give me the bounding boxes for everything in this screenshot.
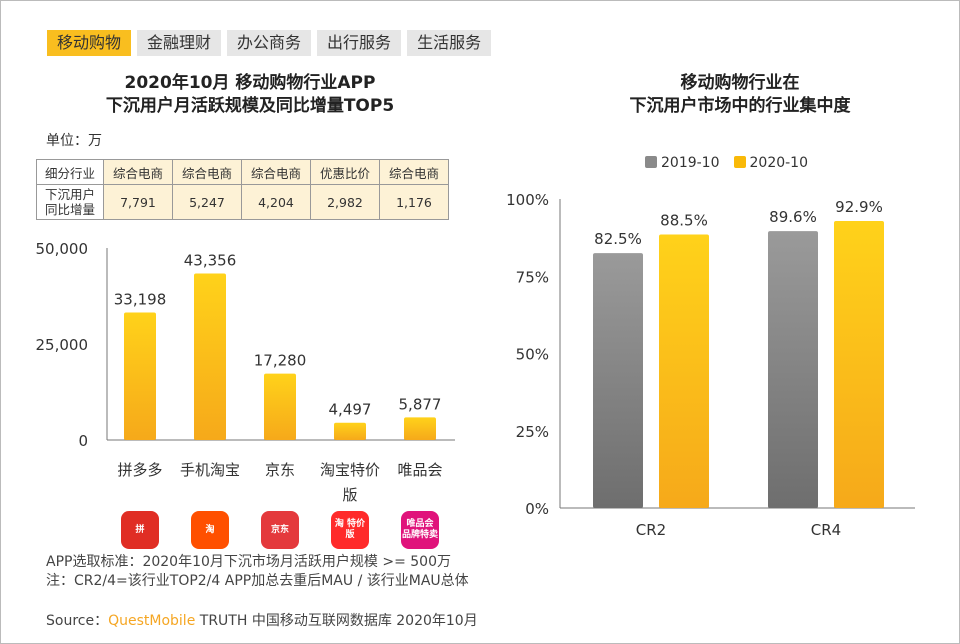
left-chart-title: 2020年10月 移动购物行业APP 下沉用户月活跃规模及同比增量TOP5 — [40, 72, 460, 118]
table-cell: 综合电商 — [241, 159, 311, 185]
table-cell: 1,176 — [379, 184, 449, 220]
value-label: 33,198 — [114, 291, 167, 309]
table-cell: 优惠比价 — [310, 159, 380, 185]
jd-icon: 京东 — [261, 511, 299, 549]
value-label: 4,497 — [329, 401, 372, 419]
vipshop-icon: 唯品会 品牌特卖 — [401, 511, 439, 549]
value-label: 88.5% — [660, 212, 708, 230]
tab-finance[interactable]: 金融理财 — [137, 30, 222, 56]
taobao-icon: 淘 — [191, 511, 229, 549]
title-line: 下沉用户月活跃规模及同比增量TOP5 — [105, 96, 395, 116]
header-line: 同比增量 — [44, 202, 95, 217]
source-brand: QuestMobile — [108, 613, 196, 629]
value-label: 43,356 — [184, 252, 237, 270]
table-row: 细分行业 综合电商 综合电商 综合电商 优惠比价 综合电商 — [36, 159, 449, 185]
tab-shopping[interactable]: 移动购物 — [47, 30, 132, 56]
title-line: 下沉用户市场中的行业集中度 — [629, 96, 851, 116]
increment-table: 细分行业 综合电商 综合电商 综合电商 优惠比价 综合电商 下沉用户 同比增量 7… — [36, 159, 449, 220]
value-label: 92.9% — [835, 198, 883, 216]
table-cell: 7,791 — [103, 184, 173, 220]
bar-CR4-2020-10 — [834, 220, 884, 508]
bar-唯品会 — [404, 417, 436, 440]
table-cell: 综合电商 — [103, 159, 173, 185]
category-label: 淘宝特价版 — [319, 461, 380, 504]
legend-swatch — [733, 156, 746, 168]
category-label: 手机淘宝 — [179, 461, 240, 479]
y-tick-label: 0% — [525, 500, 549, 518]
tab-travel[interactable]: 出行服务 — [317, 30, 402, 56]
note-cr-definition: 注：CR2/4=该行业TOP2/4 APP加总去重后MAU / 该行业MAU总体 — [46, 573, 469, 589]
y-tick-label: 0 — [78, 432, 88, 450]
bar-淘宝特价版 — [334, 422, 366, 440]
source-prefix: Source： — [46, 613, 109, 629]
legend-item-2020: 2020-10 — [733, 155, 809, 171]
value-label: 89.6% — [769, 208, 817, 226]
category-label: CR4 — [811, 521, 841, 539]
bar-CR4-2019-10 — [768, 231, 818, 509]
legend-label: 2019-10 — [661, 155, 720, 171]
table-row: 下沉用户 同比增量 7,791 5,247 4,204 2,982 1,176 — [36, 184, 449, 220]
right-chart-title: 移动购物行业在 下沉用户市场中的行业集中度 — [540, 72, 940, 118]
tab-life[interactable]: 生活服务 — [407, 30, 492, 56]
table-header: 细分行业 — [36, 159, 104, 185]
category-label: 京东 — [264, 461, 295, 479]
bar-京东 — [264, 373, 296, 440]
category-label: 唯品会 — [397, 461, 443, 479]
value-label: 5,877 — [399, 395, 442, 413]
legend-item-2019: 2019-10 — [645, 155, 720, 171]
table-cell: 综合电商 — [172, 159, 242, 185]
category-label: CR2 — [636, 521, 666, 539]
source: Source：QuestMobile TRUTH 中国移动互联网数据库 2020… — [46, 610, 478, 630]
unit-label: 单位：万 — [46, 133, 102, 149]
y-tick-label: 100% — [506, 191, 549, 209]
category-label: 拼多多 — [117, 461, 163, 479]
category-tabs: 移动购物 金融理财 办公商务 出行服务 生活服务 — [47, 30, 492, 56]
taobao-special-icon: 淘 特价版 — [331, 511, 369, 549]
bar-拼多多 — [124, 312, 156, 440]
table-header: 下沉用户 同比增量 — [36, 184, 104, 220]
legend-label: 2020-10 — [749, 155, 809, 171]
bar-CR2-2019-10 — [593, 253, 643, 508]
notes: APP选取标准：2020年10月下沉市场月活跃用户规模 >= 500万 注：CR… — [46, 553, 469, 591]
value-label: 17,280 — [254, 352, 307, 370]
pinduoduo-icon: 拼 — [121, 511, 159, 549]
table-cell: 5,247 — [172, 184, 242, 220]
y-tick-label: 25% — [516, 423, 549, 441]
y-tick-label: 50,000 — [36, 240, 89, 258]
bar-CR2-2020-10 — [659, 234, 709, 508]
value-label: 82.5% — [594, 230, 642, 248]
title-line: 移动购物行业在 — [680, 73, 800, 93]
legend-swatch — [645, 156, 657, 168]
y-tick-label: 50% — [516, 346, 549, 364]
header-line: 下沉用户 — [44, 187, 95, 202]
title-line: 2020年10月 移动购物行业APP — [124, 73, 376, 93]
bar-手机淘宝 — [194, 273, 226, 440]
note-criteria: APP选取标准：2020年10月下沉市场月活跃用户规模 >= 500万 — [46, 554, 451, 570]
y-tick-label: 25,000 — [36, 336, 89, 354]
legend: 2019-10 2020-10 — [645, 155, 808, 171]
table-cell: 2,982 — [310, 184, 380, 220]
source-text: TRUTH 中国移动互联网数据库 2020年10月 — [195, 613, 478, 629]
y-tick-label: 75% — [516, 268, 549, 286]
table-cell: 综合电商 — [379, 159, 449, 185]
tab-office[interactable]: 办公商务 — [227, 30, 312, 56]
